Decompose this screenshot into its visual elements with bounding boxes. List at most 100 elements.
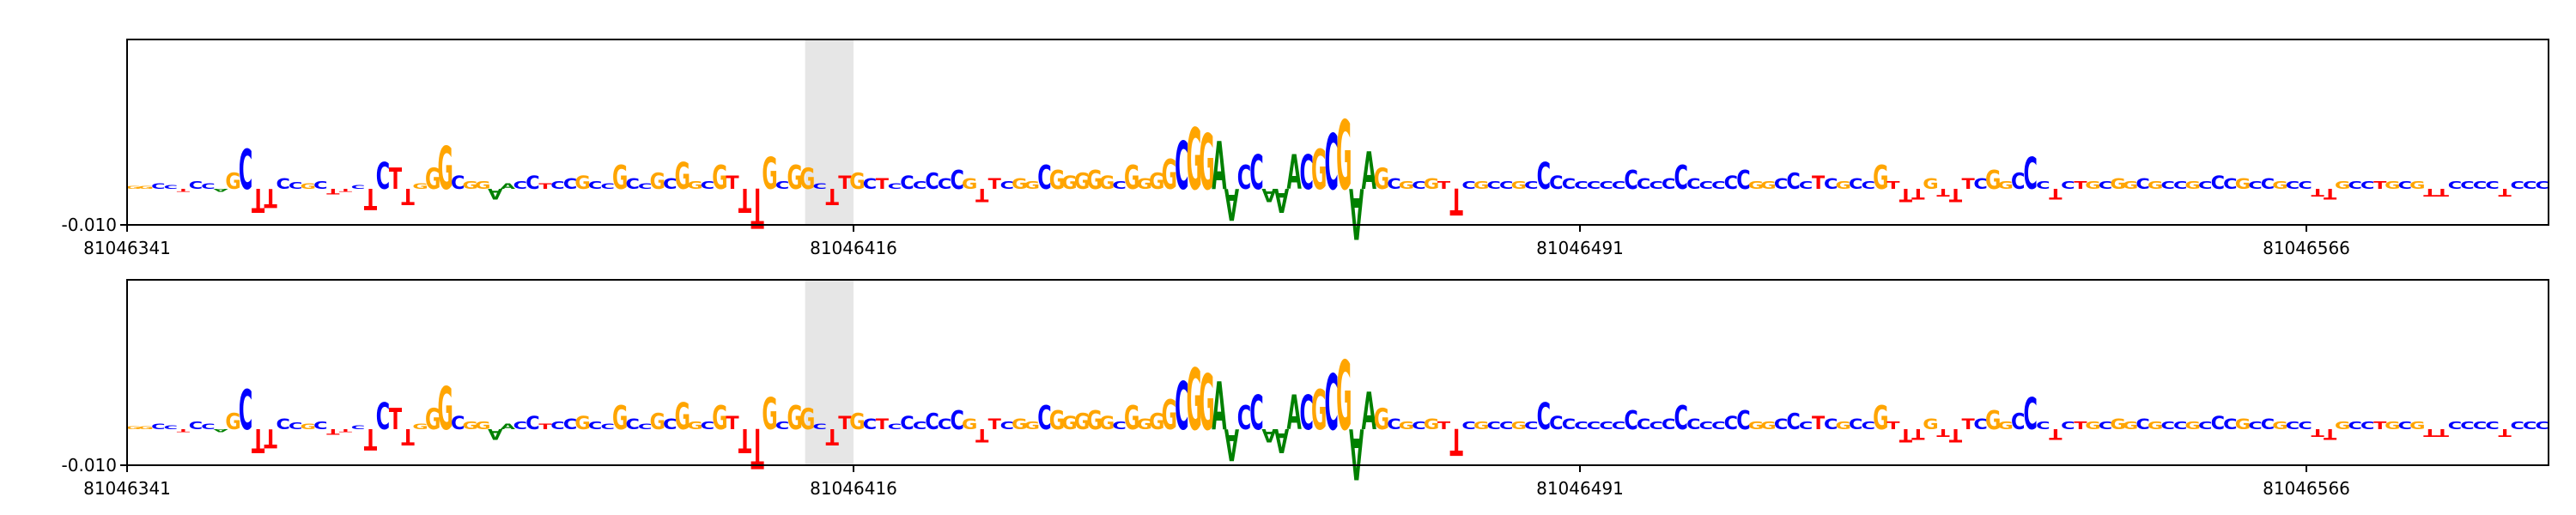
logo-letter-G: G bbox=[2272, 420, 2287, 433]
logo-letter-A: A bbox=[1349, 412, 1364, 493]
logo-letter-T: T bbox=[1449, 420, 1463, 463]
logo-letter-C: C bbox=[2011, 409, 2025, 435]
logo-letter-G: G bbox=[1012, 416, 1027, 433]
logo-letter-T: T bbox=[401, 184, 415, 209]
logo-letter-C: C bbox=[1824, 176, 1838, 193]
logo-letter-G: G bbox=[463, 420, 478, 433]
logo-letter-C: C bbox=[239, 380, 252, 443]
logo-letter-C: C bbox=[2298, 179, 2312, 192]
logo-letter-C: C bbox=[513, 179, 527, 192]
logo-letter-C: C bbox=[1387, 416, 1400, 433]
logo-letter-C: C bbox=[813, 182, 827, 191]
x-tick-label: 81046566 bbox=[2263, 478, 2350, 499]
logo-letter-G: G bbox=[1985, 167, 2001, 196]
logo-letter-G: G bbox=[437, 135, 453, 203]
logo-letter-T: T bbox=[1437, 420, 1451, 433]
logo-letter-G: G bbox=[2409, 420, 2425, 433]
logo-letter-G: G bbox=[1511, 420, 1527, 433]
logo-letter-C: C bbox=[1699, 179, 1713, 192]
logo-letter-T: T bbox=[738, 180, 752, 218]
logo-letter-T: T bbox=[1949, 424, 1962, 445]
logo-letter-C: C bbox=[2198, 420, 2212, 433]
logo-letter-T: T bbox=[988, 416, 1002, 433]
logo-letter-C: C bbox=[2173, 179, 2187, 192]
logo-letter-T: T bbox=[738, 421, 752, 458]
logo-letter-G: G bbox=[1049, 167, 1065, 196]
logo-letter-G: G bbox=[962, 416, 977, 433]
logo-letter-G: G bbox=[1199, 118, 1214, 208]
logo-letter-G: G bbox=[1187, 111, 1202, 209]
logo-letter-C: C bbox=[1711, 179, 1725, 192]
x-tick-label: 81046491 bbox=[1536, 478, 1624, 499]
logo-letter-C: C bbox=[1587, 179, 1601, 192]
logo-letter-A: A bbox=[1224, 178, 1240, 229]
logo-letter-T: T bbox=[1911, 185, 1925, 203]
logo-letter-C: C bbox=[1537, 396, 1551, 439]
logo-letter-G: G bbox=[1374, 161, 1389, 196]
x-tick-label: 81046341 bbox=[83, 478, 171, 499]
logo-letter-T: T bbox=[364, 182, 378, 216]
logo-letter-A: A bbox=[1274, 421, 1290, 458]
logo-letter-G: G bbox=[1199, 359, 1214, 448]
logo-letter-G: G bbox=[2272, 179, 2287, 192]
logo-letter-G: G bbox=[675, 396, 690, 439]
logo-letter-G: G bbox=[2409, 179, 2425, 192]
logo-letter-C: C bbox=[1862, 179, 1875, 192]
y-tick-label: -0.010 bbox=[62, 215, 117, 235]
logo-letter-C: C bbox=[2198, 179, 2212, 192]
logo-letter-G: G bbox=[1985, 407, 2001, 436]
logo-letter-C: C bbox=[2061, 179, 2075, 192]
logo-letter-T: T bbox=[1961, 176, 1975, 193]
logo-letter-C: C bbox=[1637, 416, 1650, 433]
logo-letter-G: G bbox=[1760, 179, 1776, 192]
logo-letter-G: G bbox=[675, 155, 690, 198]
logo-letter-G: G bbox=[1873, 160, 1888, 197]
logo-letter-G: G bbox=[301, 422, 316, 431]
logo-letter-T: T bbox=[876, 416, 890, 433]
logo-letter-C: C bbox=[1862, 420, 1875, 433]
logo-letter-T: T bbox=[988, 176, 1002, 193]
logo-letter-C: C bbox=[1774, 176, 1788, 193]
logo-letter-C: C bbox=[1549, 413, 1563, 433]
logo-letter-C: C bbox=[2398, 420, 2412, 433]
logo-letter-C: C bbox=[189, 179, 203, 192]
logo-letter-C: C bbox=[1574, 179, 1588, 192]
logo-letter-G: G bbox=[1149, 409, 1164, 435]
logo-letter-C: C bbox=[289, 421, 302, 432]
logo-letter-C: C bbox=[2286, 179, 2300, 192]
logo-letter-C: C bbox=[1973, 416, 1987, 433]
logo-letter-C: C bbox=[913, 420, 927, 433]
logo-letter-C: C bbox=[863, 416, 877, 433]
x-tick-label: 81046566 bbox=[2263, 238, 2350, 258]
logo-letter-C: C bbox=[189, 420, 203, 433]
logo-letter-C: C bbox=[600, 422, 614, 431]
logo-letter-T: T bbox=[1812, 413, 1825, 433]
logo-letter-C: C bbox=[1674, 160, 1688, 197]
logo-letter-C: C bbox=[1237, 160, 1251, 197]
logo-letter-T: T bbox=[339, 188, 352, 192]
logo-letter-A: A bbox=[488, 185, 503, 203]
logo-letter-T: T bbox=[264, 422, 277, 451]
logo-letter-T: T bbox=[2074, 179, 2087, 192]
logo-letter-A: A bbox=[1286, 145, 1301, 200]
logo-letter-C: C bbox=[201, 422, 215, 431]
logo-letter-G: G bbox=[712, 400, 727, 438]
logo-letter-C: C bbox=[2173, 420, 2187, 433]
logo-letter-A: A bbox=[1362, 141, 1376, 201]
logo-letter-C: C bbox=[1299, 385, 1313, 440]
logo-letter-G: G bbox=[2148, 420, 2163, 433]
logo-letter-C: C bbox=[1299, 145, 1313, 200]
logo-letter-G: G bbox=[425, 161, 440, 196]
logo-letter-C: C bbox=[2211, 173, 2225, 193]
logo-letter-C: C bbox=[201, 182, 215, 191]
logo-letter-C: C bbox=[863, 176, 877, 193]
logo-letter-G: G bbox=[2185, 179, 2201, 192]
logo-letter-C: C bbox=[1574, 420, 1588, 433]
logo-letter-T: T bbox=[975, 184, 988, 204]
logo-letter-T: T bbox=[1961, 416, 1975, 433]
logo-letter-G: G bbox=[1923, 416, 1938, 433]
logo-letter-C: C bbox=[313, 420, 327, 433]
logo-letter-G: G bbox=[2335, 179, 2350, 192]
logo-letter-G: G bbox=[1124, 160, 1139, 197]
